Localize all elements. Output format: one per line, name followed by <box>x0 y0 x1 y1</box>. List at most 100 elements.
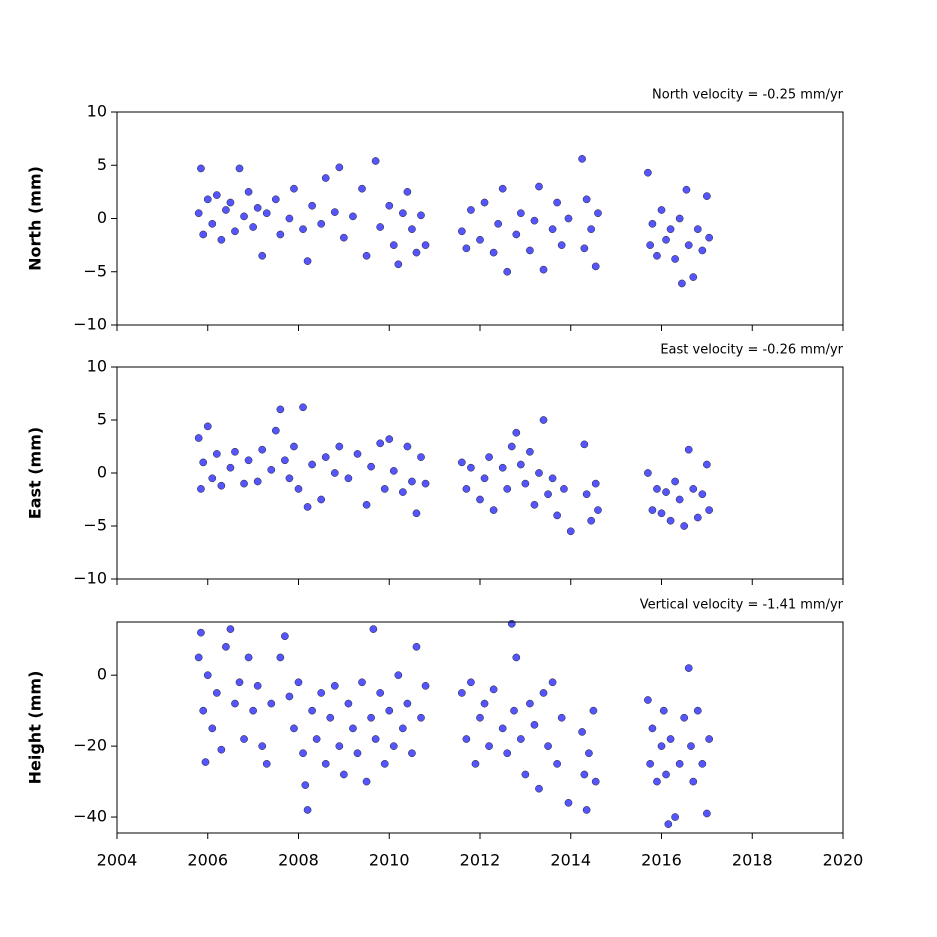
point <box>560 485 568 493</box>
point <box>698 759 707 768</box>
point <box>199 706 208 715</box>
point <box>349 212 357 221</box>
axes-frame <box>116 621 844 834</box>
point <box>705 735 713 743</box>
point <box>653 485 661 493</box>
point <box>199 230 208 239</box>
point <box>212 191 221 199</box>
point <box>553 198 561 207</box>
point <box>235 678 244 687</box>
axes-frame <box>116 111 844 326</box>
point <box>693 225 702 233</box>
point <box>662 770 670 779</box>
point <box>308 201 316 210</box>
point <box>335 442 344 451</box>
point <box>498 463 507 472</box>
point <box>299 225 307 233</box>
point <box>471 759 480 768</box>
point <box>399 488 407 496</box>
point <box>330 681 339 690</box>
point <box>208 724 217 733</box>
point <box>467 463 475 472</box>
point <box>698 490 707 499</box>
point <box>408 749 416 758</box>
y-tick-label: 0 <box>97 208 107 227</box>
point <box>591 262 600 271</box>
point <box>194 434 203 442</box>
point <box>458 227 466 236</box>
point <box>489 506 498 514</box>
point <box>240 479 248 488</box>
point <box>369 625 378 633</box>
point <box>480 474 489 483</box>
point <box>217 235 226 244</box>
x-tick-label: 2016 <box>641 851 682 870</box>
point <box>403 442 412 451</box>
point <box>389 467 398 475</box>
point <box>666 735 675 743</box>
point <box>494 219 502 228</box>
point <box>512 428 521 437</box>
point <box>267 465 276 474</box>
point <box>231 699 239 708</box>
panel-title: East velocity = -0.26 mm/yr <box>660 343 843 358</box>
point <box>553 511 561 520</box>
point <box>194 209 203 218</box>
point <box>399 209 407 218</box>
point <box>644 696 652 704</box>
point <box>535 182 543 191</box>
point <box>580 440 589 449</box>
y-axis-label: North (mm) <box>26 166 45 271</box>
point <box>705 506 713 514</box>
point <box>335 163 344 172</box>
point <box>308 706 316 715</box>
point <box>281 632 289 641</box>
y-tick-label: −10 <box>73 315 107 334</box>
point <box>349 724 357 733</box>
point <box>321 453 330 461</box>
point <box>376 689 385 697</box>
point <box>353 749 362 758</box>
point <box>231 227 239 236</box>
point <box>299 403 307 412</box>
point <box>548 225 557 233</box>
point <box>294 678 303 687</box>
point <box>675 759 684 768</box>
point <box>587 516 596 525</box>
point <box>503 485 512 493</box>
point <box>312 735 321 743</box>
point <box>330 208 339 216</box>
point <box>680 522 689 530</box>
point <box>580 770 589 779</box>
point <box>258 445 267 454</box>
point <box>281 456 289 465</box>
point <box>646 759 655 768</box>
point <box>582 490 591 499</box>
point <box>421 241 430 249</box>
point <box>412 509 421 518</box>
point <box>271 426 280 435</box>
point <box>417 713 425 722</box>
point <box>689 273 698 281</box>
x-tick-label: 2018 <box>732 851 773 870</box>
point <box>222 206 230 214</box>
point <box>544 742 552 750</box>
point <box>367 713 375 722</box>
point <box>578 155 586 163</box>
point <box>258 742 267 750</box>
point <box>682 185 691 194</box>
point <box>557 241 566 249</box>
point <box>344 699 353 708</box>
point <box>285 214 294 223</box>
point <box>594 209 602 218</box>
point <box>362 500 371 509</box>
point <box>671 255 679 263</box>
point <box>376 223 385 231</box>
point <box>208 474 217 483</box>
point <box>197 164 205 173</box>
point <box>201 758 210 766</box>
point <box>657 206 666 214</box>
point <box>705 233 713 242</box>
point <box>367 462 375 471</box>
point <box>317 689 326 697</box>
